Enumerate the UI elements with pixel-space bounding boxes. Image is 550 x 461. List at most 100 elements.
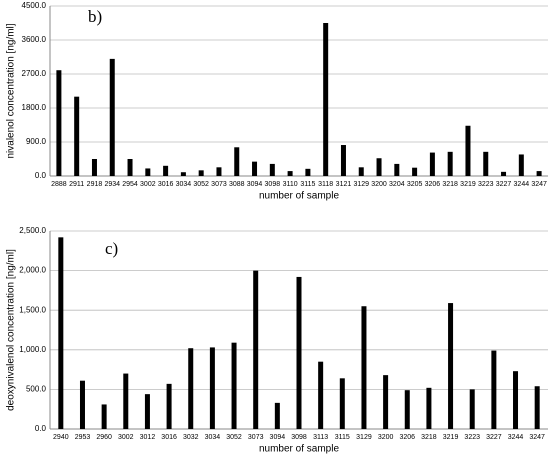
bar xyxy=(465,125,471,176)
bar xyxy=(426,387,432,429)
x-tick-label: 3244 xyxy=(508,434,524,441)
bar xyxy=(231,342,237,429)
bar xyxy=(58,237,64,429)
bar xyxy=(534,386,540,429)
y-tick-label: 1800.0 xyxy=(22,103,47,112)
y-axis-label: nivalenol concentration [ng/ml] xyxy=(6,23,17,158)
x-tick-label: 3223 xyxy=(478,181,494,188)
bar xyxy=(274,402,280,429)
x-tick-label: 2960 xyxy=(96,434,112,441)
y-tick-label: 900.0 xyxy=(26,137,47,146)
annotation: c) xyxy=(105,239,118,258)
x-tick-label: 2888 xyxy=(51,181,67,188)
x-tick-label: 3206 xyxy=(399,434,415,441)
y-tick-label: 500.0 xyxy=(26,385,47,394)
bar xyxy=(209,347,215,429)
bar xyxy=(296,276,302,429)
bar xyxy=(358,167,364,176)
x-tick-label: 3094 xyxy=(270,434,286,441)
x-tick-label: 3244 xyxy=(514,181,530,188)
x-tick-label: 3247 xyxy=(529,434,545,441)
y-tick-label: 0.0 xyxy=(35,171,47,180)
bar xyxy=(318,361,324,429)
annotation: b) xyxy=(88,7,102,26)
bar xyxy=(252,161,258,176)
bar xyxy=(163,165,169,176)
x-tick-label: 3073 xyxy=(211,181,227,188)
bar xyxy=(448,303,454,429)
x-tick-label: 3098 xyxy=(265,181,281,188)
x-tick-label: 3034 xyxy=(176,181,192,188)
bar xyxy=(180,172,186,176)
bar xyxy=(469,389,475,429)
bar xyxy=(513,371,519,429)
bar xyxy=(101,404,107,429)
y-tick-label: 3600.0 xyxy=(22,35,47,44)
x-tick-label: 2953 xyxy=(75,434,91,441)
x-tick-label: 3034 xyxy=(205,434,221,441)
x-axis-label: number of sample xyxy=(259,444,339,455)
bar xyxy=(323,23,329,176)
bar xyxy=(429,152,435,176)
x-tick-label: 3247 xyxy=(531,181,547,188)
bar xyxy=(79,380,85,429)
x-tick-label: 3115 xyxy=(300,181,315,188)
bar xyxy=(91,159,97,176)
bar xyxy=(361,306,367,429)
x-tick-label: 3227 xyxy=(486,434,502,441)
x-tick-label: 3113 xyxy=(313,434,328,441)
x-tick-label: 3118 xyxy=(318,181,333,188)
bar xyxy=(166,383,172,429)
x-tick-label: 3016 xyxy=(158,181,174,188)
x-tick-label: 3218 xyxy=(442,181,458,188)
x-axis-label: number of sample xyxy=(259,191,339,202)
x-tick-label: 3206 xyxy=(425,181,441,188)
x-tick-label: 3002 xyxy=(118,434,134,441)
bar xyxy=(188,348,194,429)
x-tick-label: 2911 xyxy=(69,181,84,188)
x-tick-label: 3227 xyxy=(496,181,512,188)
y-tick-label: 2700.0 xyxy=(22,69,47,78)
bar xyxy=(394,163,400,176)
bar xyxy=(501,171,507,176)
bar xyxy=(144,394,150,429)
x-tick-label: 3094 xyxy=(247,181,263,188)
bar xyxy=(376,158,382,176)
y-axis-label: deoxynivalenol concentration [ng/ml] xyxy=(6,249,17,411)
x-tick-label: 3223 xyxy=(464,434,480,441)
y-tick-label: 0.0 xyxy=(35,424,47,433)
bar xyxy=(518,154,524,176)
x-tick-label: 3032 xyxy=(183,434,199,441)
bar xyxy=(269,163,275,176)
bar xyxy=(383,375,389,429)
y-tick-label: 1,000.0 xyxy=(19,345,46,354)
bar xyxy=(491,350,497,429)
bar xyxy=(447,151,453,176)
y-tick-label: 4500.0 xyxy=(22,1,47,10)
bar xyxy=(74,96,80,176)
x-tick-label: 2918 xyxy=(87,181,103,188)
x-tick-label: 2940 xyxy=(53,434,69,441)
y-tick-label: 2,000.0 xyxy=(19,266,46,275)
x-tick-label: 3052 xyxy=(226,434,242,441)
x-tick-label: 3129 xyxy=(353,181,369,188)
x-tick-label: 3052 xyxy=(193,181,209,188)
bar xyxy=(339,378,345,429)
bar xyxy=(483,151,489,176)
x-tick-label: 3073 xyxy=(248,434,264,441)
x-tick-label: 3110 xyxy=(283,181,298,188)
x-tick-label: 3200 xyxy=(378,434,394,441)
x-tick-label: 3205 xyxy=(407,181,423,188)
x-tick-label: 3088 xyxy=(229,181,245,188)
bar xyxy=(198,170,204,176)
x-tick-label: 2954 xyxy=(122,181,138,188)
x-tick-label: 3016 xyxy=(161,434,177,441)
bar xyxy=(536,171,542,176)
bar xyxy=(109,58,115,177)
x-tick-label: 3098 xyxy=(291,434,307,441)
bar xyxy=(253,270,259,429)
bar xyxy=(127,159,133,176)
x-tick-label: 3121 xyxy=(336,181,352,188)
bar xyxy=(56,70,62,176)
